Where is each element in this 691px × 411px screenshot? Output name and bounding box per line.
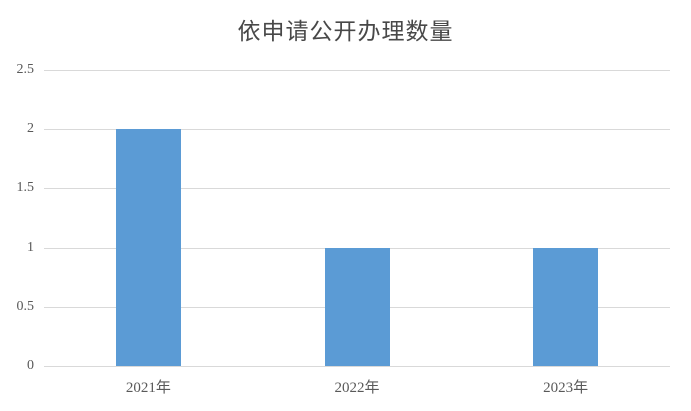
y-axis-tick-label: 0 — [27, 358, 34, 373]
y-axis-tick-label: 2.5 — [16, 62, 35, 77]
x-axis-tick-label: 2021年 — [125, 380, 171, 396]
bar-2023年 — [533, 247, 599, 366]
y-axis-tick-label: 2 — [27, 121, 34, 137]
bar-2021年 — [115, 129, 181, 366]
x-axis-tick-label: 2023年 — [543, 380, 589, 396]
plot-area — [44, 70, 670, 367]
gridline — [44, 188, 670, 190]
gridline — [44, 366, 670, 367]
y-axis-tick-label: 0.5 — [16, 298, 35, 314]
x-axis-tick-label: 2022年 — [334, 380, 380, 396]
bar-2022年 — [324, 247, 390, 366]
y-axis-tick-label: 1 — [27, 239, 34, 255]
y-axis-tick-label: 1.5 — [16, 180, 35, 196]
gridline — [44, 129, 670, 131]
gridline — [44, 70, 670, 71]
chart-title: 依申请公开办理数量 — [237, 19, 454, 44]
